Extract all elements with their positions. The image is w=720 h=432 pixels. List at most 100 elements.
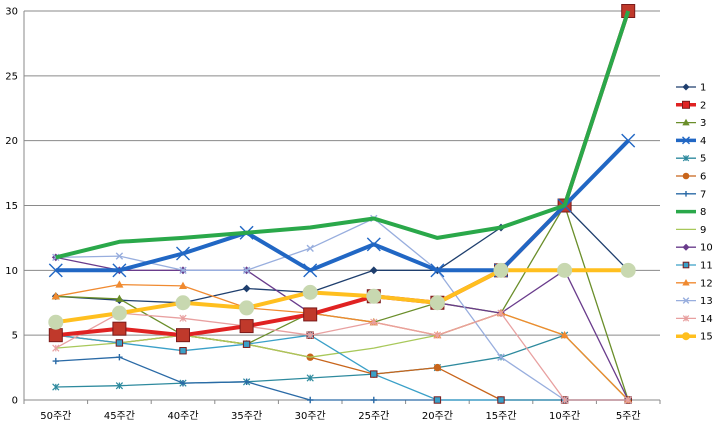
data-point — [497, 396, 505, 404]
series-14 — [52, 309, 632, 404]
legend-marker — [682, 297, 690, 304]
data-point — [303, 263, 318, 278]
series-line — [55, 268, 629, 325]
data-point — [48, 314, 64, 330]
data-point — [52, 357, 59, 365]
series-9 — [55, 312, 629, 401]
x-tick-label: 50주간 — [40, 410, 71, 422]
data-point — [433, 396, 442, 404]
data-point — [366, 237, 381, 252]
y-tick-label: 15 — [5, 201, 18, 212]
x-tick-label: 20주간 — [422, 410, 453, 422]
x-tick-label: 40주간 — [167, 410, 198, 422]
legend-item: 5 — [676, 154, 706, 165]
series-line — [55, 334, 629, 401]
y-tick-label: 20 — [5, 136, 18, 147]
data-point — [239, 300, 255, 316]
x-tick-label: 35주간 — [231, 410, 262, 422]
data-point — [621, 133, 636, 148]
series-line — [55, 312, 629, 401]
y-tick-label: 25 — [5, 71, 18, 82]
legend-label: 11 — [700, 261, 713, 272]
legend-label: 1 — [700, 83, 706, 94]
data-point — [239, 319, 254, 334]
legend-item: 3 — [676, 118, 706, 129]
y-tick-label: 30 — [5, 7, 18, 18]
legend-item: 14 — [676, 314, 713, 325]
legend-marker — [682, 261, 690, 269]
data-point — [620, 262, 636, 278]
series-line — [55, 283, 629, 401]
data-point — [116, 354, 123, 361]
legend-item: 13 — [676, 296, 713, 307]
data-point — [115, 280, 124, 288]
data-point — [302, 284, 318, 300]
data-point — [370, 396, 377, 404]
legend-marker — [682, 100, 690, 109]
data-point — [115, 382, 124, 390]
legend-marker — [683, 191, 689, 197]
data-point — [52, 383, 60, 391]
legend-marker — [682, 332, 690, 341]
data-point — [303, 307, 318, 322]
data-point — [115, 339, 124, 347]
data-point — [306, 331, 314, 339]
series-2 — [48, 4, 636, 343]
legend-label: 13 — [700, 296, 713, 307]
legend-item: 10 — [676, 243, 713, 254]
data-point — [48, 263, 63, 278]
legend-item: 15 — [676, 332, 713, 343]
series-group — [48, 4, 636, 404]
series-line — [55, 10, 631, 260]
legend-label: 12 — [700, 278, 713, 289]
data-point — [242, 284, 251, 293]
legend-label: 8 — [700, 207, 706, 218]
series-5 — [52, 331, 632, 404]
data-point — [493, 262, 509, 278]
legend-marker — [682, 315, 690, 322]
series-line — [55, 204, 629, 401]
data-point — [48, 328, 63, 343]
legend-item: 12 — [676, 278, 713, 289]
legend-item: 4 — [676, 136, 706, 147]
data-point — [557, 262, 573, 278]
series-line — [55, 334, 629, 401]
data-point — [429, 295, 445, 311]
legend-item: 11 — [676, 261, 713, 272]
data-point — [366, 288, 382, 304]
data-point — [560, 396, 569, 404]
legend-marker — [682, 243, 690, 251]
legend-item: 1 — [676, 83, 706, 94]
x-tick-label: 25주간 — [358, 410, 389, 422]
data-point — [175, 295, 191, 311]
data-point — [179, 379, 187, 387]
legend-marker — [682, 136, 690, 145]
data-point — [176, 328, 190, 343]
legend-item: 2 — [676, 100, 706, 111]
series-line — [55, 139, 630, 273]
series-line — [55, 312, 629, 401]
legend-item: 6 — [676, 172, 706, 183]
data-point — [307, 396, 314, 404]
series-1 — [51, 201, 633, 307]
data-point — [497, 353, 505, 361]
data-point — [369, 266, 378, 275]
legend-item: 8 — [676, 207, 706, 218]
legend-marker — [682, 83, 690, 91]
data-point — [243, 378, 250, 386]
data-point — [430, 263, 445, 278]
x-tick-label: 10주간 — [549, 410, 580, 422]
data-point — [433, 363, 442, 372]
data-point — [497, 309, 505, 317]
legend-label: 7 — [700, 189, 706, 200]
data-point — [112, 263, 127, 278]
series-line — [55, 356, 629, 401]
legend-label: 5 — [700, 154, 706, 165]
y-tick-label: 5 — [12, 331, 18, 342]
legend-marker — [682, 154, 690, 162]
legend-label: 14 — [700, 314, 713, 325]
data-point — [178, 281, 188, 289]
legend-label: 4 — [700, 136, 706, 147]
legend-marker — [682, 118, 690, 126]
